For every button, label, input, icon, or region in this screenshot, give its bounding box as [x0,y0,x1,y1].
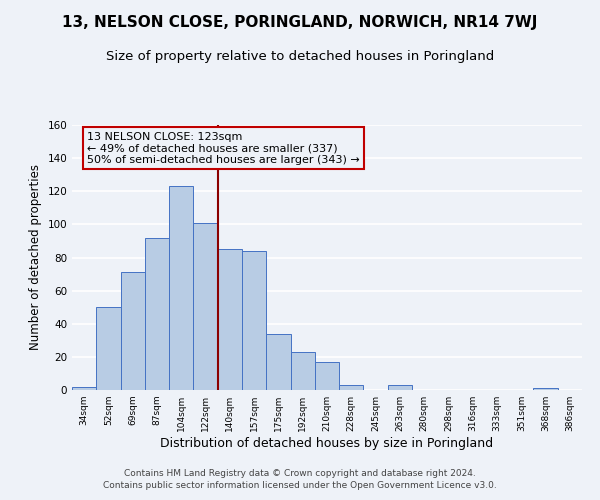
Bar [96,307,121,390]
X-axis label: Distribution of detached houses by size in Poringland: Distribution of detached houses by size … [160,437,494,450]
Text: Contains HM Land Registry data © Crown copyright and database right 2024.
Contai: Contains HM Land Registry data © Crown c… [103,468,497,490]
Bar [266,334,290,390]
Bar [169,186,193,390]
Text: 13, NELSON CLOSE, PORINGLAND, NORWICH, NR14 7WJ: 13, NELSON CLOSE, PORINGLAND, NORWICH, N… [62,15,538,30]
Bar [193,222,218,390]
Text: Size of property relative to detached houses in Poringland: Size of property relative to detached ho… [106,50,494,63]
Bar [72,386,96,390]
Text: 13 NELSON CLOSE: 123sqm
← 49% of detached houses are smaller (337)
50% of semi-d: 13 NELSON CLOSE: 123sqm ← 49% of detache… [88,132,360,165]
Bar [388,385,412,390]
Bar [121,272,145,390]
Bar [315,362,339,390]
Bar [145,238,169,390]
Y-axis label: Number of detached properties: Number of detached properties [29,164,42,350]
Bar [339,385,364,390]
Bar [242,251,266,390]
Bar [533,388,558,390]
Bar [218,249,242,390]
Bar [290,352,315,390]
